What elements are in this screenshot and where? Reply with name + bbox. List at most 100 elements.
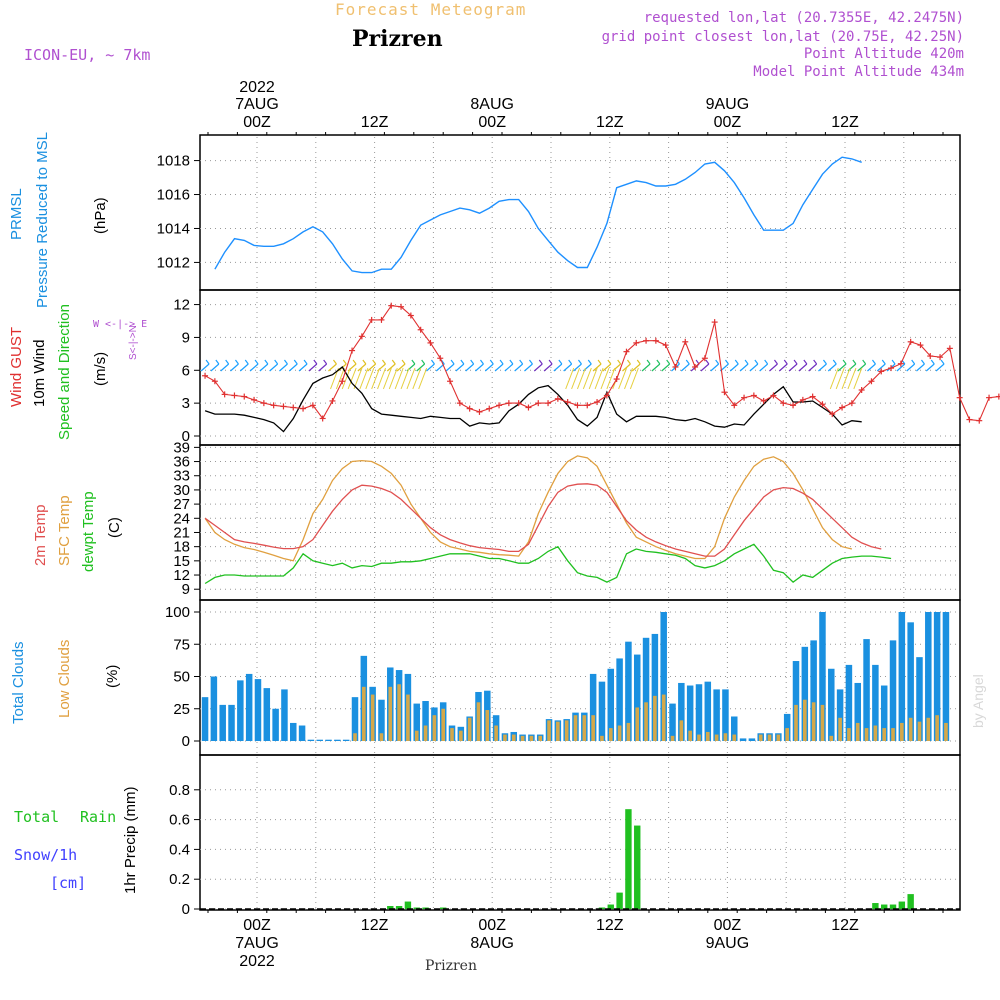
low-cloud-bar xyxy=(432,715,437,741)
wind-direction-arrow xyxy=(239,363,249,372)
y-tick-label: 36 xyxy=(173,454,190,471)
wind-hatch xyxy=(835,367,845,390)
rain-bar xyxy=(440,907,447,909)
total-cloud-bar xyxy=(254,679,262,741)
low-cloud-bar xyxy=(573,715,578,741)
location-title: Prizren xyxy=(352,26,443,52)
total-cloud-bar xyxy=(651,633,659,741)
wind-direction-barb xyxy=(244,359,249,365)
wind-direction-barb xyxy=(705,359,710,365)
wind-hatch xyxy=(624,367,633,390)
y-tick-label: 1016 xyxy=(157,187,190,204)
wind-hatch xyxy=(588,367,598,390)
wind-direction-barb xyxy=(920,359,925,365)
wind-hatch xyxy=(394,367,404,390)
y-tick-label: 1012 xyxy=(157,254,190,271)
wind-direction-barb xyxy=(842,359,847,365)
wind-direction-arrow xyxy=(200,363,210,372)
top-year-label: 2022 xyxy=(239,79,275,96)
low-cloud-bar xyxy=(811,702,816,741)
y-tick-label: 21 xyxy=(173,524,190,541)
total-cloud-bar xyxy=(713,689,720,741)
total-cloud-bar xyxy=(201,697,209,741)
wind-direction-barb xyxy=(293,359,298,365)
wind-direction-barb xyxy=(930,359,935,365)
model-altitude: Model Point Altitude 434m xyxy=(753,64,964,80)
y-tick-label: 0 xyxy=(182,733,190,750)
y-tick-label: 0.8 xyxy=(169,782,190,799)
wind-direction-barb xyxy=(332,359,337,365)
top-hour-label: 00Z xyxy=(243,114,271,131)
bottom-hour-label: 00Z xyxy=(478,917,506,934)
footer-location: Prizren xyxy=(425,958,477,974)
wind-direction-arrow xyxy=(475,363,484,372)
rain-bar xyxy=(413,907,420,909)
low-cloud-bar xyxy=(820,704,825,741)
y-tick-label: 75 xyxy=(173,636,190,653)
wind-direction-arrow xyxy=(857,363,867,372)
wind-direction-arrow xyxy=(416,363,426,372)
wind-direction-arrow xyxy=(533,363,543,372)
bottom-hour-label: 12Z xyxy=(831,917,859,934)
wind-hatch xyxy=(594,367,604,390)
total-cloud-bar xyxy=(245,673,253,741)
y-tick-label: 0 xyxy=(182,901,190,918)
top-hour-label: 12Z xyxy=(596,114,624,131)
wind-direction-arrow xyxy=(710,363,720,372)
wind-direction-barb xyxy=(793,359,798,365)
wind-gust-series xyxy=(204,305,999,422)
y-tick-label: 1018 xyxy=(157,153,190,170)
rain-bar xyxy=(907,894,914,909)
wind-hatch xyxy=(418,367,428,390)
y-tick-label: 27 xyxy=(173,496,190,513)
wind-direction-barb xyxy=(362,359,367,365)
y-tick-label: 3 xyxy=(182,395,190,412)
wind-direction-arrow xyxy=(925,363,935,372)
total-cloud-bar xyxy=(704,681,712,741)
gridpoint-coords: grid point closest lon,lat (20.75E, 42.2… xyxy=(601,29,964,45)
total-cloud-bar xyxy=(880,685,888,741)
rain-label: Rain xyxy=(80,808,117,826)
wind-direction-barb xyxy=(734,359,739,365)
wind-direction-arrow xyxy=(543,363,553,372)
wind-direction-barb xyxy=(234,359,239,365)
wind-direction-arrow xyxy=(651,363,661,372)
y-tick-label: 6 xyxy=(182,362,190,379)
wind-direction-arrow xyxy=(279,363,288,372)
wind-direction-arrow xyxy=(504,363,514,372)
wind-hatch xyxy=(618,367,628,390)
wind-direction-barb xyxy=(754,359,759,365)
wind-direction-barb xyxy=(470,359,475,365)
total-cloud-bar xyxy=(413,703,420,741)
wind-hatch xyxy=(406,367,416,390)
wind-direction-arrow xyxy=(357,363,367,372)
total-cloud-bar xyxy=(598,681,606,741)
wind-direction-arrow xyxy=(592,363,602,372)
wind-direction-arrow xyxy=(426,363,435,372)
wind-direction-barb xyxy=(940,359,945,365)
low-cloud-bar xyxy=(679,720,684,741)
wind-direction-barb xyxy=(911,359,916,365)
top-date-label: 8AUG xyxy=(470,96,514,113)
total-cloud-bar xyxy=(334,739,341,741)
low-cloud-bar xyxy=(503,734,507,741)
wind-direction-arrow xyxy=(769,363,778,372)
wind-hatch xyxy=(382,367,392,390)
chart-title: Forecast Meteogram xyxy=(335,0,527,19)
top-hour-label: 12Z xyxy=(361,114,389,131)
wind-direction-arrow xyxy=(220,363,230,372)
wind-direction-arrow xyxy=(631,363,641,372)
wind-direction-arrow xyxy=(210,363,220,372)
y-tick-label: 9 xyxy=(182,329,190,346)
total-cloud-bar xyxy=(633,654,641,741)
wind-direction-barb xyxy=(568,359,573,365)
low-cloud-bar xyxy=(873,725,878,741)
total-cloud-bar xyxy=(272,708,279,741)
low-cloud-bar xyxy=(617,725,622,741)
compass-we: W <-|-> E xyxy=(93,319,148,330)
wind-direction-barb xyxy=(587,359,592,365)
wind-direction-barb xyxy=(822,359,827,365)
wind-direction-barb xyxy=(519,359,524,365)
y-tick-label: 100 xyxy=(165,604,190,621)
